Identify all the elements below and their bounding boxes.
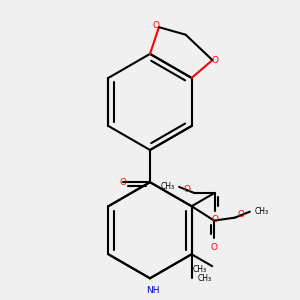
- Text: NH: NH: [146, 286, 159, 295]
- Text: O: O: [120, 178, 127, 187]
- Text: O: O: [211, 215, 218, 224]
- Text: CH₃: CH₃: [192, 265, 206, 274]
- Text: O: O: [152, 21, 159, 30]
- Text: O: O: [211, 243, 218, 252]
- Text: O: O: [212, 56, 219, 64]
- Text: CH₃: CH₃: [198, 274, 212, 283]
- Text: CH₃: CH₃: [254, 207, 268, 216]
- Text: O: O: [238, 210, 245, 219]
- Text: CH₃: CH₃: [160, 182, 175, 191]
- Text: O: O: [184, 185, 191, 194]
